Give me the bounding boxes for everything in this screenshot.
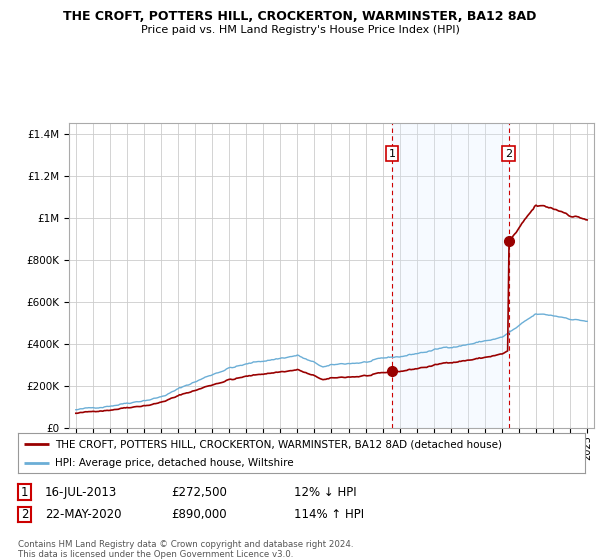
Text: THE CROFT, POTTERS HILL, CROCKERTON, WARMINSTER, BA12 8AD (detached house): THE CROFT, POTTERS HILL, CROCKERTON, WAR… — [55, 439, 502, 449]
Text: THE CROFT, POTTERS HILL, CROCKERTON, WARMINSTER, BA12 8AD: THE CROFT, POTTERS HILL, CROCKERTON, WAR… — [64, 10, 536, 22]
Text: £272,500: £272,500 — [171, 486, 227, 499]
Text: 12% ↓ HPI: 12% ↓ HPI — [294, 486, 356, 499]
Bar — [392, 123, 509, 428]
Text: Price paid vs. HM Land Registry's House Price Index (HPI): Price paid vs. HM Land Registry's House … — [140, 25, 460, 35]
Text: 2: 2 — [505, 149, 512, 158]
Text: 16-JUL-2013: 16-JUL-2013 — [45, 486, 117, 499]
Text: 114% ↑ HPI: 114% ↑ HPI — [294, 508, 364, 521]
Text: 1: 1 — [21, 486, 28, 499]
Text: 1: 1 — [388, 149, 395, 158]
Text: Contains HM Land Registry data © Crown copyright and database right 2024.
This d: Contains HM Land Registry data © Crown c… — [18, 540, 353, 559]
Text: 2: 2 — [21, 508, 28, 521]
Text: £890,000: £890,000 — [171, 508, 227, 521]
Text: HPI: Average price, detached house, Wiltshire: HPI: Average price, detached house, Wilt… — [55, 458, 293, 468]
Text: 22-MAY-2020: 22-MAY-2020 — [45, 508, 121, 521]
